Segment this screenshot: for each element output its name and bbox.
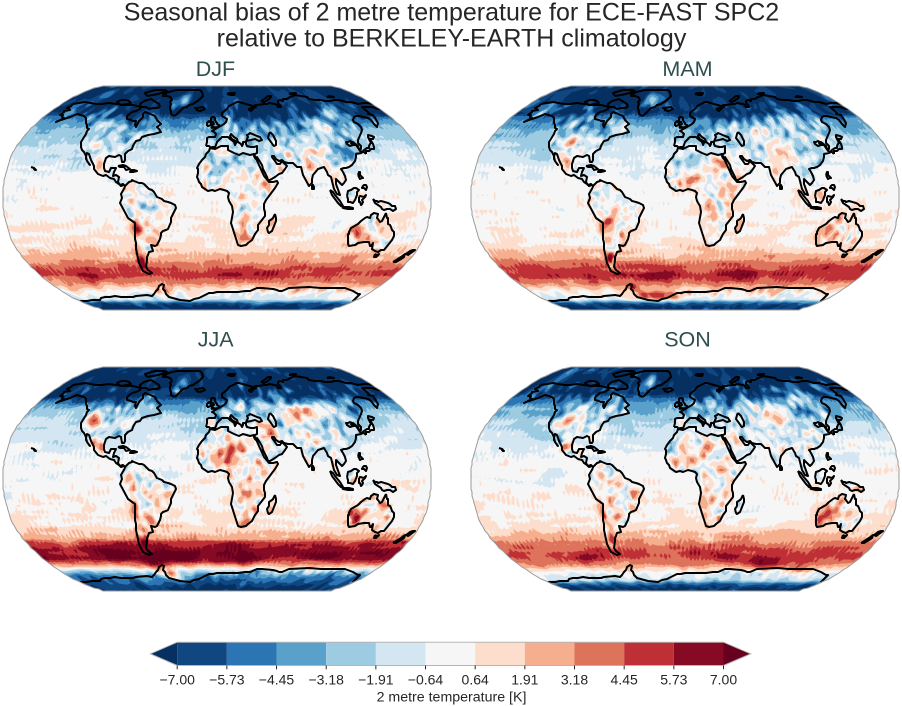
svg-text:−5.73: −5.73 [209, 672, 245, 688]
svg-text:4.45: 4.45 [611, 672, 638, 688]
svg-text:−4.45: −4.45 [259, 672, 295, 688]
svg-text:relative to BERKELEY-EARTH cli: relative to BERKELEY-EARTH climatology [217, 24, 687, 52]
svg-text:−3.18: −3.18 [308, 672, 344, 688]
svg-text:0.64: 0.64 [462, 672, 489, 688]
svg-text:Seasonal bias of 2 metre tempe: Seasonal bias of 2 metre temperature for… [124, 0, 779, 27]
svg-text:−7.00: −7.00 [159, 672, 195, 688]
svg-text:2 metre temperature [K]: 2 metre temperature [K] [377, 689, 527, 705]
svg-text:−1.91: −1.91 [358, 672, 394, 688]
svg-text:−0.64: −0.64 [408, 672, 444, 688]
svg-text:3.18: 3.18 [561, 672, 588, 688]
svg-text:SON: SON [664, 327, 711, 351]
svg-text:7.00: 7.00 [710, 672, 737, 688]
svg-text:JJA: JJA [198, 327, 235, 351]
svg-text:5.73: 5.73 [660, 672, 687, 688]
svg-text:MAM: MAM [662, 57, 712, 81]
svg-text:1.91: 1.91 [511, 672, 538, 688]
svg-text:DJF: DJF [196, 57, 235, 81]
